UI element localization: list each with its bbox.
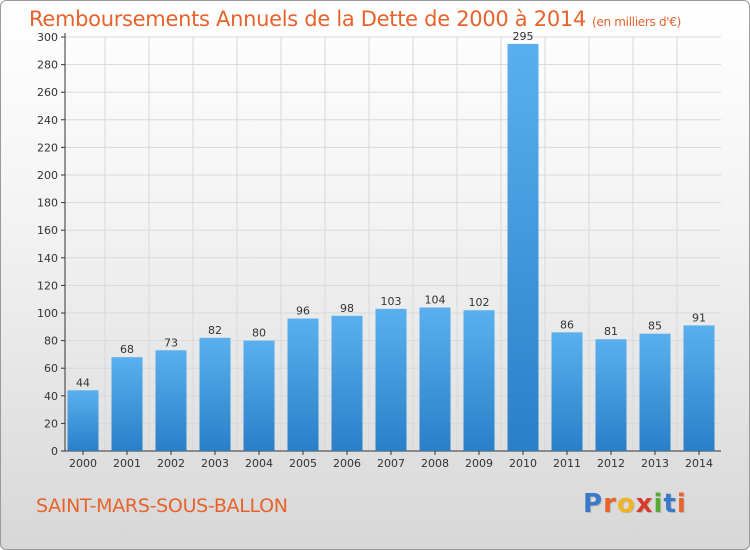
logo-letter: r xyxy=(603,489,617,519)
data-label: 81 xyxy=(604,325,618,338)
data-label: 85 xyxy=(648,320,662,333)
data-label: 44 xyxy=(76,376,90,389)
x-tick-label: 2011 xyxy=(553,457,581,470)
x-tick-label: 2010 xyxy=(509,457,537,470)
y-tick-label: 300 xyxy=(37,31,58,44)
data-label: 73 xyxy=(164,336,178,349)
x-tick-label: 2008 xyxy=(421,457,449,470)
bar xyxy=(331,315,363,451)
logo-letter: o xyxy=(616,489,636,519)
data-label: 80 xyxy=(252,327,266,340)
data-label: 82 xyxy=(208,324,222,337)
x-tick-label: 2013 xyxy=(641,457,669,470)
x-tick-label: 2004 xyxy=(245,457,273,470)
logo-letter: t xyxy=(663,489,677,519)
bar xyxy=(463,310,495,451)
labels: 0 20 40 60 80 100 120 140 160 180 200 220 240 260 280 3… xyxy=(37,30,713,470)
commune-name: SAINT-MARS-SOUS-BALLON xyxy=(36,495,288,517)
y-tick-label: 80 xyxy=(44,335,58,348)
bar xyxy=(551,332,583,451)
x-tick-label: 2007 xyxy=(377,457,405,470)
x-tick-label: 2000 xyxy=(69,457,97,470)
bar xyxy=(375,308,407,451)
bar xyxy=(199,337,231,451)
data-label: 96 xyxy=(296,305,310,318)
bar xyxy=(595,339,627,451)
y-tick-label: 0 xyxy=(51,445,58,458)
data-label: 103 xyxy=(381,295,402,308)
x-tick-label: 2001 xyxy=(113,457,141,470)
data-label: 86 xyxy=(560,318,574,331)
bar xyxy=(67,390,99,451)
logo-letter: P xyxy=(583,489,604,519)
x-tick-label: 2002 xyxy=(157,457,185,470)
y-tick-label: 60 xyxy=(44,362,58,375)
x-tick-label: 2003 xyxy=(201,457,229,470)
chart-unit: (en milliers d'€) xyxy=(592,15,682,29)
bar xyxy=(155,350,187,451)
y-tick-label: 280 xyxy=(37,59,58,72)
data-label: 98 xyxy=(340,302,354,315)
data-label: 104 xyxy=(425,293,446,306)
data-label: 102 xyxy=(469,296,490,309)
bars xyxy=(67,43,715,452)
data-label: 68 xyxy=(120,343,134,356)
y-tick-label: 120 xyxy=(37,279,58,292)
y-tick-label: 200 xyxy=(37,169,58,182)
y-tick-label: 220 xyxy=(37,141,58,154)
data-label: 91 xyxy=(692,311,706,324)
chart-title-text: Remboursements Annuels de la Dette de 20… xyxy=(29,7,586,31)
bar xyxy=(111,357,143,451)
y-tick-label: 160 xyxy=(37,224,58,237)
y-tick-label: 100 xyxy=(37,307,58,320)
bar xyxy=(419,307,451,451)
chart-title: Remboursements Annuels de la Dette de 20… xyxy=(29,7,681,31)
logo-letter: x xyxy=(635,489,654,519)
x-tick-label: 2005 xyxy=(289,457,317,470)
y-tick-label: 20 xyxy=(44,417,58,430)
data-label: 295 xyxy=(513,30,534,43)
y-tick-label: 240 xyxy=(37,114,58,127)
bar xyxy=(507,43,539,452)
y-tick-label: 180 xyxy=(37,197,58,210)
x-tick-label: 2006 xyxy=(333,457,361,470)
logo-letter: i xyxy=(653,489,664,519)
y-tick-label: 260 xyxy=(37,86,58,99)
y-tick-label: 140 xyxy=(37,252,58,265)
logo-letter: i xyxy=(676,489,687,519)
bar xyxy=(683,325,715,451)
x-tick-label: 2014 xyxy=(685,457,713,470)
bar xyxy=(639,333,671,451)
x-tick-label: 2012 xyxy=(597,457,625,470)
bar xyxy=(287,318,319,451)
proxiti-logo: Proxiti xyxy=(583,489,687,519)
x-tick-label: 2009 xyxy=(465,457,493,470)
bar xyxy=(243,340,275,451)
y-tick-label: 40 xyxy=(44,390,58,403)
